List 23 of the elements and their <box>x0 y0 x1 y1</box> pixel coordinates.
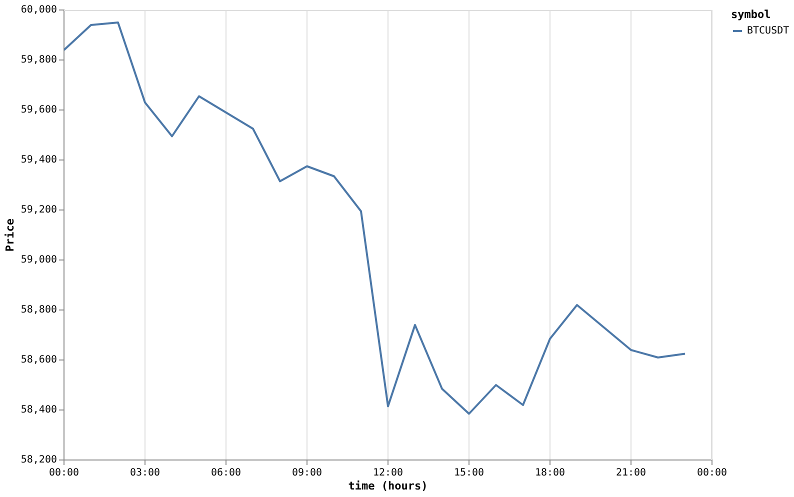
y-tick-label: 59,600 <box>20 104 57 116</box>
legend-title: symbol <box>731 8 771 21</box>
legend-label: BTCUSDT <box>747 26 790 37</box>
x-tick-label: 00:00 <box>696 468 728 479</box>
y-tick-label: 58,400 <box>20 404 57 416</box>
x-tick-label: 12:00 <box>372 468 404 479</box>
y-tick-label: 59,400 <box>20 154 57 166</box>
y-axis-title: Price <box>3 218 16 252</box>
x-tick-label: 03:00 <box>130 468 160 479</box>
x-tick-label: 06:00 <box>210 468 242 479</box>
y-tick-label: 58,600 <box>20 354 57 366</box>
y-tick-label: 59,800 <box>20 54 57 66</box>
x-axis-title: time (hours) <box>348 479 428 492</box>
y-tick-label: 60,000 <box>20 4 57 16</box>
x-tick-label: 21:00 <box>616 468 646 479</box>
y-tick-label: 58,800 <box>20 304 57 316</box>
y-tick-label: 58,200 <box>20 454 57 466</box>
x-tick-label: 18:00 <box>534 468 566 479</box>
y-tick-label: 59,000 <box>20 254 57 266</box>
x-tick-label: 15:00 <box>454 468 484 479</box>
y-tick-label: 59,200 <box>20 204 57 216</box>
x-tick-label: 00:00 <box>48 468 80 479</box>
x-tick-label: 09:00 <box>292 468 322 479</box>
